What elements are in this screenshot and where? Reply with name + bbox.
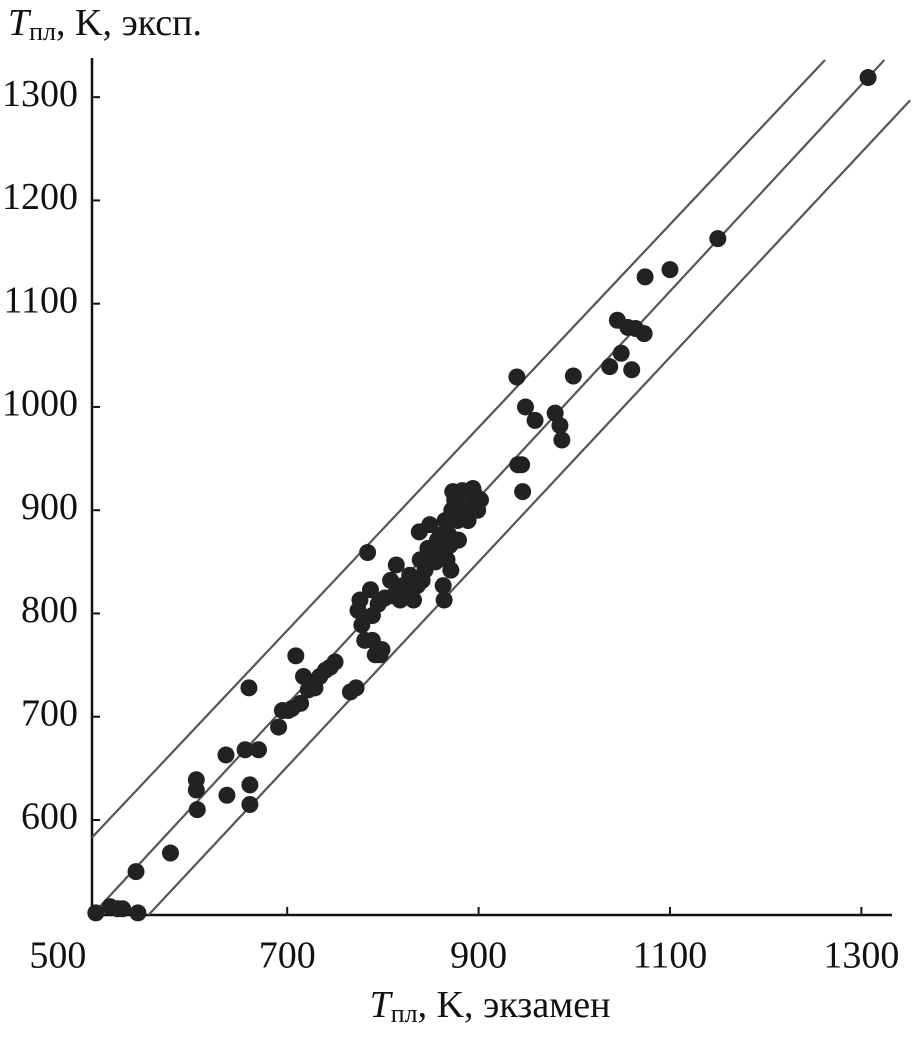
point xyxy=(405,591,423,609)
x-tick-label: 500 xyxy=(29,935,86,977)
point xyxy=(508,368,526,386)
point xyxy=(292,694,310,712)
reference-line xyxy=(91,59,886,916)
point xyxy=(270,718,288,736)
point xyxy=(187,781,205,799)
point xyxy=(326,653,344,671)
point xyxy=(636,268,654,286)
point xyxy=(612,344,630,362)
reference-line xyxy=(91,59,826,839)
point xyxy=(553,431,571,449)
point xyxy=(526,411,544,429)
y-tick-label: 1000 xyxy=(2,383,78,425)
point xyxy=(217,746,235,764)
x-axis-title: Tпл, K, экзамен xyxy=(370,984,611,1028)
y-tick-label: 900 xyxy=(21,486,78,528)
point xyxy=(635,325,653,343)
point xyxy=(564,367,582,385)
point xyxy=(435,591,453,609)
y-tick-label: 1200 xyxy=(2,176,78,218)
y-tick-label: 1100 xyxy=(3,279,78,321)
point xyxy=(421,516,439,534)
point xyxy=(250,741,268,759)
point xyxy=(287,647,305,665)
point xyxy=(359,544,377,562)
point xyxy=(601,358,619,376)
point xyxy=(516,398,534,416)
x-tick-label: 900 xyxy=(450,935,507,977)
point xyxy=(129,904,147,922)
point xyxy=(551,417,569,435)
y-tick-label: 800 xyxy=(21,589,78,631)
y-tick-label: 600 xyxy=(21,796,78,838)
point xyxy=(351,591,369,609)
point xyxy=(514,483,532,501)
point xyxy=(188,801,206,819)
point xyxy=(859,69,877,87)
point xyxy=(513,456,531,474)
point xyxy=(373,641,391,659)
x-tick-label: 1300 xyxy=(823,935,899,977)
point xyxy=(442,561,460,579)
point xyxy=(450,531,468,549)
point xyxy=(241,776,259,794)
point xyxy=(661,261,679,279)
point xyxy=(347,679,365,697)
point xyxy=(218,786,236,804)
point xyxy=(161,844,179,862)
point xyxy=(240,679,258,697)
point xyxy=(472,491,490,509)
y-axis-title: Tпл, K, эксп. xyxy=(8,2,202,46)
point xyxy=(127,863,145,881)
x-tick-label: 700 xyxy=(259,935,316,977)
point xyxy=(434,577,452,595)
point xyxy=(387,556,405,574)
x-tick-label: 1100 xyxy=(633,935,708,977)
y-tick-label: 700 xyxy=(21,692,78,734)
point xyxy=(241,796,259,814)
point xyxy=(361,581,379,599)
point xyxy=(709,230,727,248)
point xyxy=(236,741,254,759)
point xyxy=(623,361,641,379)
point xyxy=(87,904,105,922)
y-tick-label: 1300 xyxy=(2,73,78,115)
point xyxy=(114,900,132,918)
reference-line xyxy=(147,99,911,916)
